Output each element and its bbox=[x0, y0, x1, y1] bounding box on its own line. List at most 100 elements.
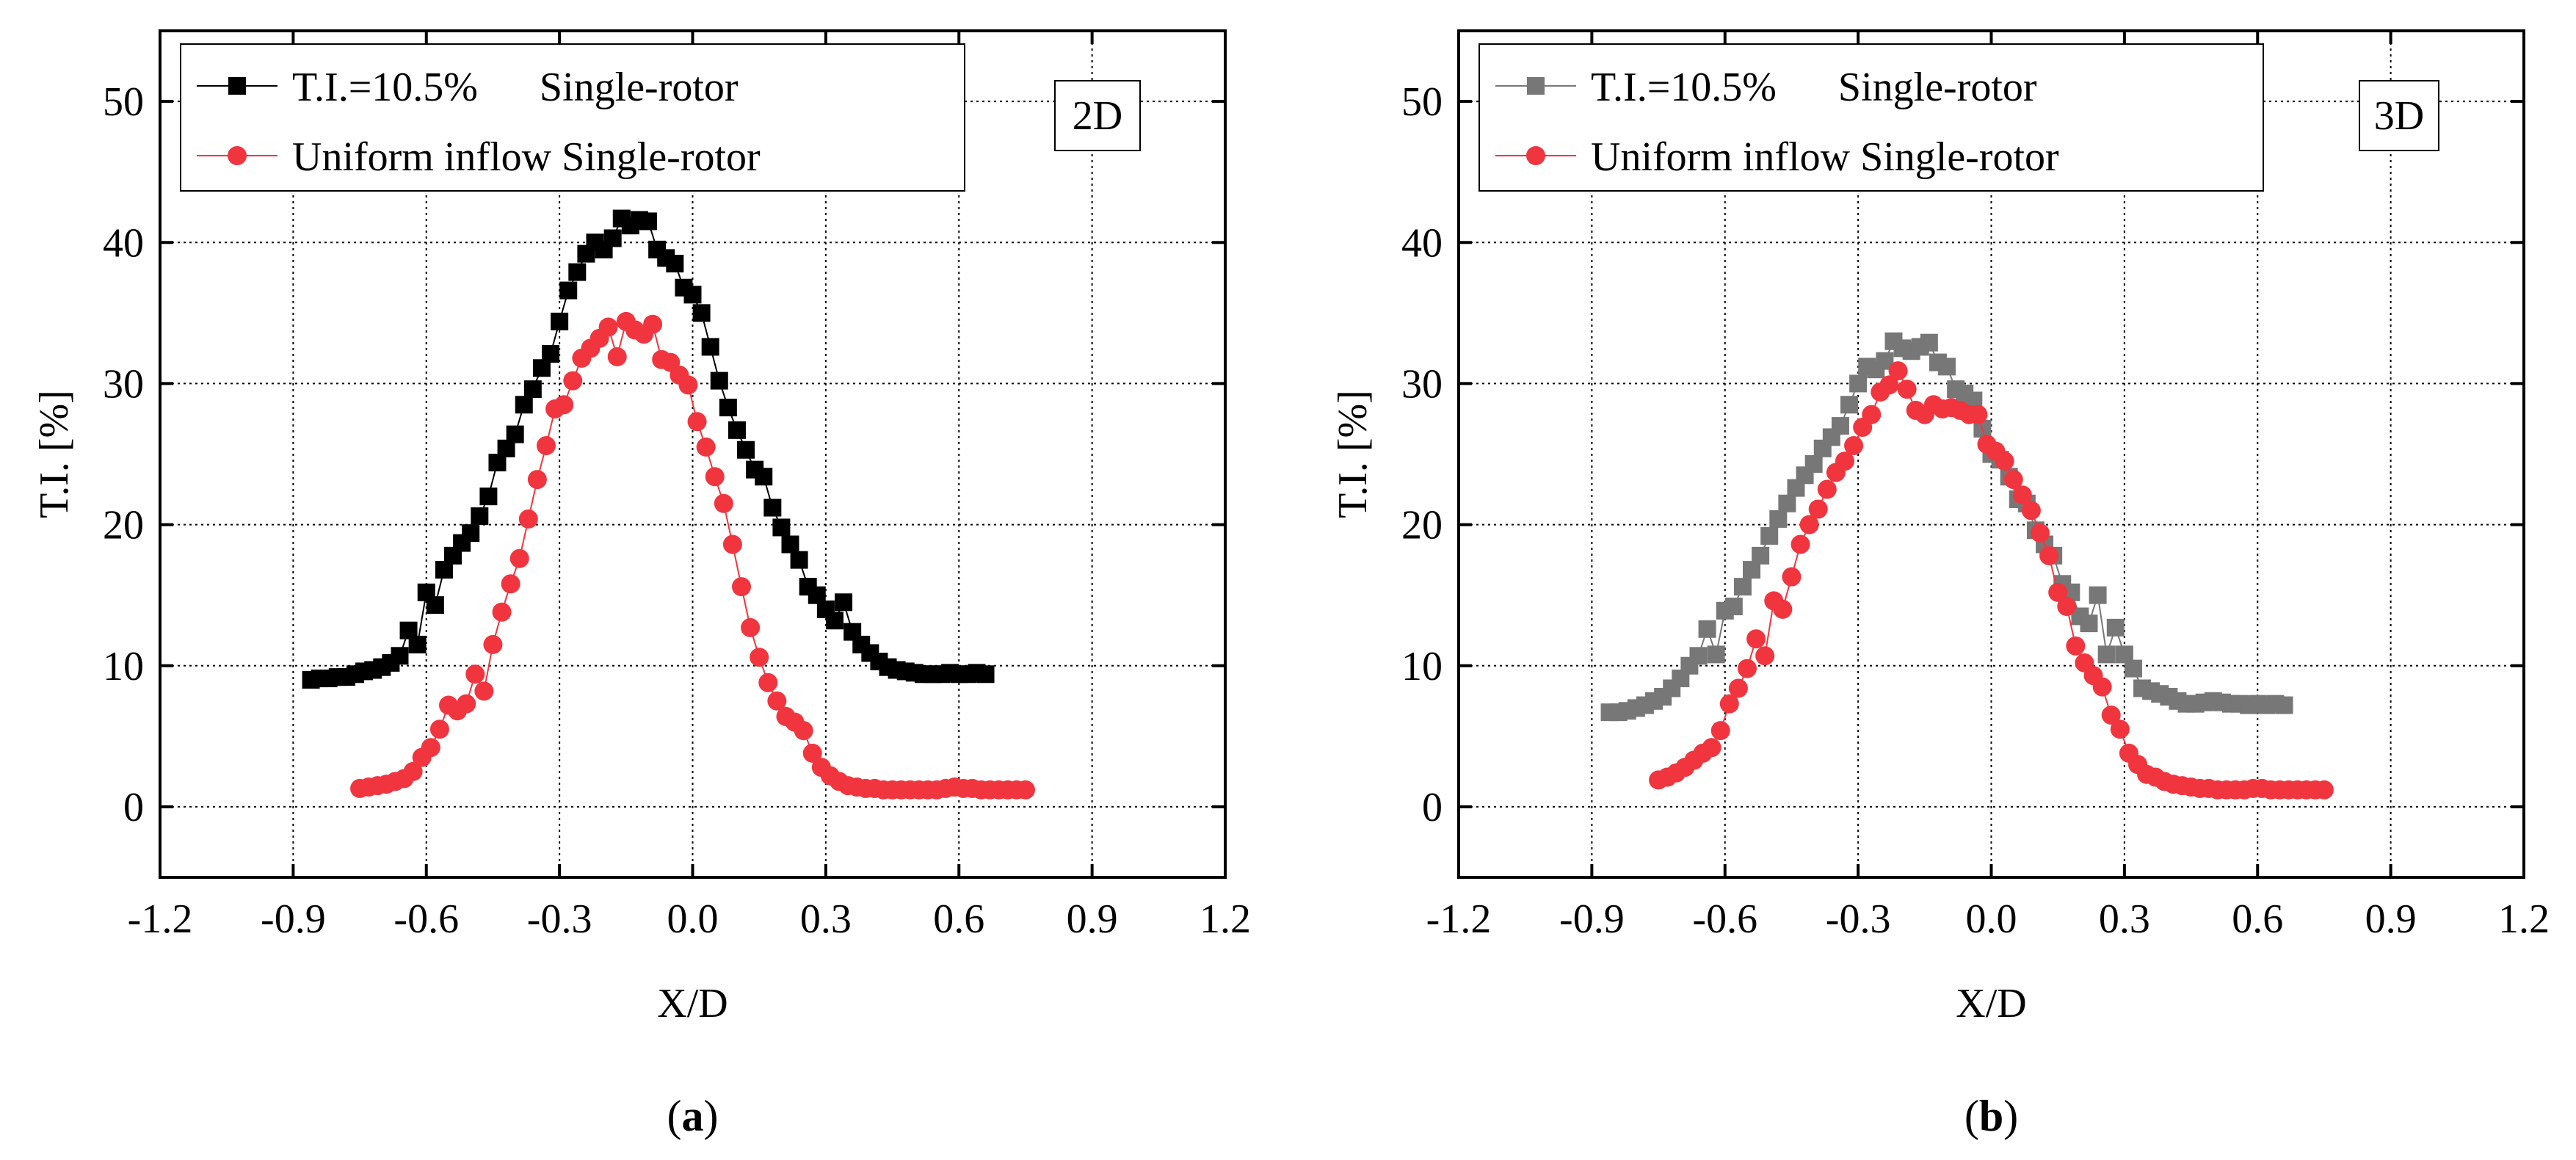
data-point-square bbox=[825, 612, 843, 630]
data-point-circle bbox=[492, 602, 512, 622]
y-tick-label: 40 bbox=[1401, 220, 1443, 266]
data-point-square bbox=[976, 665, 995, 684]
data-point-square bbox=[1804, 454, 1823, 473]
data-point-square bbox=[701, 338, 719, 356]
data-point-circle bbox=[2101, 706, 2121, 725]
data-point-circle bbox=[2057, 597, 2077, 617]
legend-marker-circle bbox=[1526, 146, 1545, 165]
data-point-square bbox=[683, 286, 702, 304]
y-tick-label: 10 bbox=[103, 644, 144, 689]
y-tick-label: 20 bbox=[1401, 503, 1443, 548]
x-tick-label: -1.2 bbox=[1426, 896, 1492, 942]
x-tick-label: 0.3 bbox=[2099, 896, 2150, 942]
data-point-square bbox=[1689, 647, 1708, 665]
data-point-circle bbox=[1808, 499, 1828, 519]
y-tick-label: 50 bbox=[103, 79, 144, 125]
data-point-square bbox=[763, 499, 782, 517]
x-tick-label: 0.0 bbox=[667, 896, 719, 942]
data-point-square bbox=[551, 312, 569, 330]
data-point-square bbox=[710, 371, 728, 390]
data-point-circle bbox=[1844, 435, 1864, 455]
data-point-circle bbox=[1710, 721, 1730, 741]
data-point-circle bbox=[563, 371, 583, 391]
caption-letter: b bbox=[1979, 1092, 2003, 1140]
x-tick-label: -0.6 bbox=[1692, 896, 1757, 942]
data-point-circle bbox=[643, 314, 663, 334]
data-point-circle bbox=[2039, 545, 2059, 565]
data-point-square bbox=[515, 396, 533, 414]
data-point-circle bbox=[1702, 738, 1721, 758]
data-point-circle bbox=[750, 648, 769, 667]
caption-paren-open: ( bbox=[1964, 1092, 1979, 1140]
series-uniform-inflow bbox=[350, 311, 1035, 800]
series-turbulent-inflow bbox=[1600, 332, 2293, 722]
x-tick-label: 1.2 bbox=[1200, 896, 1251, 942]
y-tick-label: 50 bbox=[1401, 79, 1443, 125]
data-point-circle bbox=[1835, 452, 1854, 471]
data-point-square bbox=[755, 468, 773, 486]
x-tick-label: -0.6 bbox=[393, 896, 459, 942]
annotation-box: 2D bbox=[1054, 80, 1141, 151]
data-point-square bbox=[719, 399, 737, 417]
series-turbulent-inflow bbox=[302, 209, 995, 689]
data-point-circle bbox=[1799, 515, 1819, 534]
x-axis-label: X/D bbox=[1956, 981, 2026, 1026]
x-axis-label: X/D bbox=[657, 981, 728, 1026]
data-point-square bbox=[2275, 696, 2293, 714]
data-point-square bbox=[471, 507, 489, 526]
data-point-circle bbox=[2066, 636, 2086, 656]
annotation-label: 2D bbox=[1073, 93, 1122, 139]
x-tick-label: -1.2 bbox=[128, 896, 193, 942]
data-point-circle bbox=[457, 694, 476, 714]
legend-label: Uniform inflow Single-rotor bbox=[292, 134, 761, 180]
data-point-square bbox=[408, 635, 427, 653]
x-tick-label: 1.2 bbox=[2498, 896, 2550, 942]
legend: T.I.=10.5% Single-rotor Uniform inflow Si… bbox=[1479, 43, 2264, 192]
data-point-circle bbox=[2110, 719, 2130, 739]
data-point-circle bbox=[598, 317, 618, 337]
data-point-circle bbox=[2092, 677, 2112, 697]
data-point-square bbox=[603, 229, 622, 247]
data-point-square bbox=[2124, 659, 2142, 678]
data-point-circle bbox=[501, 574, 520, 594]
x-tick-label: 0.6 bbox=[2232, 896, 2283, 942]
data-point-circle bbox=[1995, 452, 2014, 471]
x-tick-label: -0.9 bbox=[261, 896, 326, 942]
panel-caption: (a) bbox=[667, 1092, 719, 1140]
x-tick-label: -0.3 bbox=[527, 896, 592, 942]
data-point-square bbox=[462, 524, 480, 543]
data-point-square bbox=[1831, 417, 1849, 435]
data-point-square bbox=[728, 421, 746, 439]
data-point-circle bbox=[1817, 479, 1837, 499]
data-point-circle bbox=[705, 467, 725, 487]
data-point-square bbox=[506, 425, 524, 443]
data-point-circle bbox=[802, 743, 822, 763]
chart-panel-b: -1.2 -0.9 -0.6 -0.3 0.0 0.3 0.6 0.9 1.2 0 10 20 30 40… bbox=[1330, 29, 2550, 1140]
legend-marker-circle bbox=[228, 146, 247, 165]
data-point-circle bbox=[687, 412, 707, 432]
data-point-square bbox=[1760, 526, 1779, 545]
data-point-square bbox=[1752, 546, 1770, 565]
data-point-square bbox=[542, 345, 560, 363]
panel-caption: (b) bbox=[1964, 1092, 2018, 1140]
x-tick-label: 0.0 bbox=[1966, 896, 2017, 942]
data-point-circle bbox=[1719, 694, 1739, 714]
data-point-square bbox=[1733, 578, 1752, 596]
data-point-circle bbox=[1879, 375, 1899, 395]
data-point-square bbox=[2080, 615, 2098, 633]
legend: T.I.=10.5% Single-rotor Uniform inflow Si… bbox=[180, 43, 965, 192]
data-point-circle bbox=[741, 617, 761, 637]
annotation-label: 3D bbox=[2374, 93, 2424, 139]
x-tick-label: 0.9 bbox=[1067, 896, 1118, 942]
data-point-square bbox=[835, 593, 853, 612]
data-point-square bbox=[1724, 598, 1743, 616]
y-tick-label: 20 bbox=[103, 503, 144, 548]
data-point-square bbox=[1849, 374, 1868, 393]
data-point-circle bbox=[509, 548, 529, 568]
data-point-circle bbox=[2012, 485, 2032, 505]
data-point-circle bbox=[714, 493, 733, 513]
data-point-circle bbox=[678, 375, 698, 395]
caption-paren-close: ) bbox=[704, 1092, 719, 1140]
caption-letter: a bbox=[682, 1092, 704, 1140]
